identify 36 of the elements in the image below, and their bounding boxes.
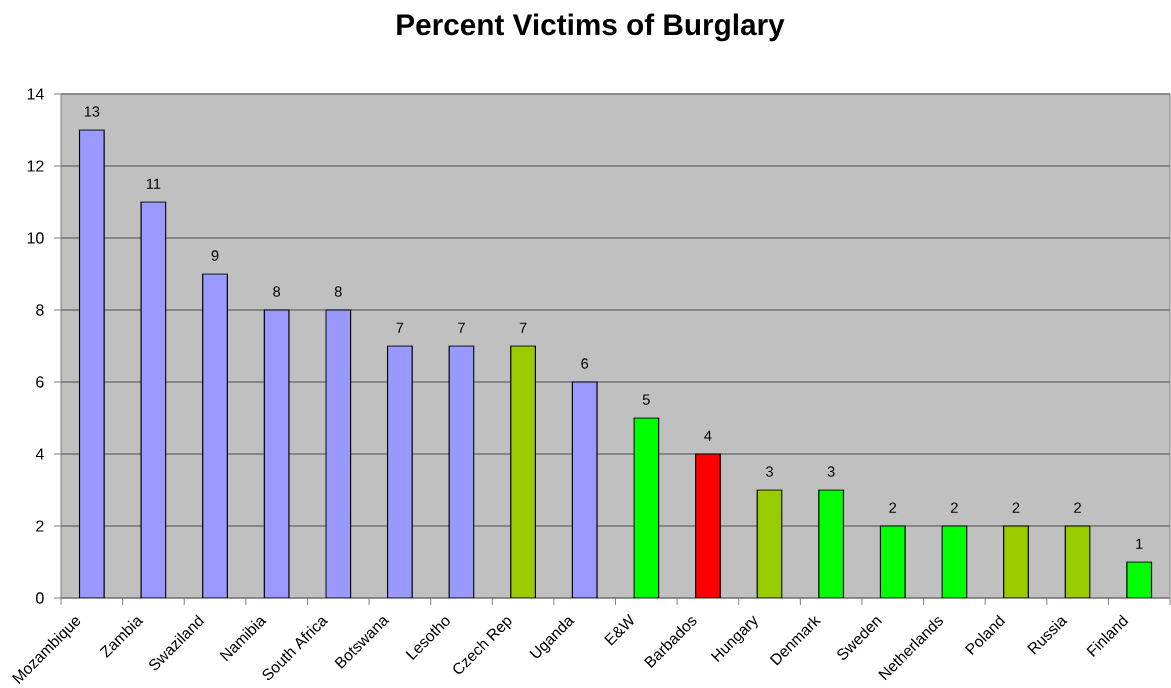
data-label: 7 (396, 322, 404, 333)
bar (941, 525, 968, 598)
bar (756, 489, 783, 598)
data-label: 2 (889, 502, 897, 513)
data-label: 3 (766, 466, 773, 477)
y-tick-label: 8 (36, 304, 44, 316)
data-label: 9 (211, 250, 219, 261)
bar (695, 453, 721, 598)
data-label: 2 (951, 502, 958, 513)
y-tick-label: 0 (36, 592, 44, 604)
data-label: 1 (1136, 538, 1143, 549)
y-tick-label: 14 (27, 88, 44, 100)
data-label: 2 (1012, 502, 1020, 513)
data-label: 13 (84, 106, 100, 117)
data-label: 6 (581, 358, 589, 369)
y-tick-label: 12 (27, 160, 44, 172)
bar (1064, 525, 1091, 598)
y-tick-label: 2 (36, 520, 44, 532)
data-label: 5 (642, 394, 650, 405)
data-label: 3 (827, 466, 835, 477)
bar (448, 345, 475, 598)
data-label: 8 (273, 286, 281, 297)
bar (386, 345, 413, 598)
y-tick-label: 6 (36, 376, 44, 388)
chart-title: Percent Victims of Burglary (397, 13, 785, 42)
bar (78, 129, 105, 598)
data-label: 8 (334, 286, 342, 297)
data-label: 7 (519, 322, 527, 333)
y-tick-label: 10 (27, 232, 44, 244)
data-label: 7 (458, 322, 465, 333)
data-label: 11 (146, 178, 161, 189)
bar (1003, 525, 1029, 598)
bar (140, 201, 167, 598)
data-label: 4 (704, 430, 712, 441)
data-label: 2 (1074, 502, 1081, 513)
y-tick-label: 4 (35, 448, 44, 460)
